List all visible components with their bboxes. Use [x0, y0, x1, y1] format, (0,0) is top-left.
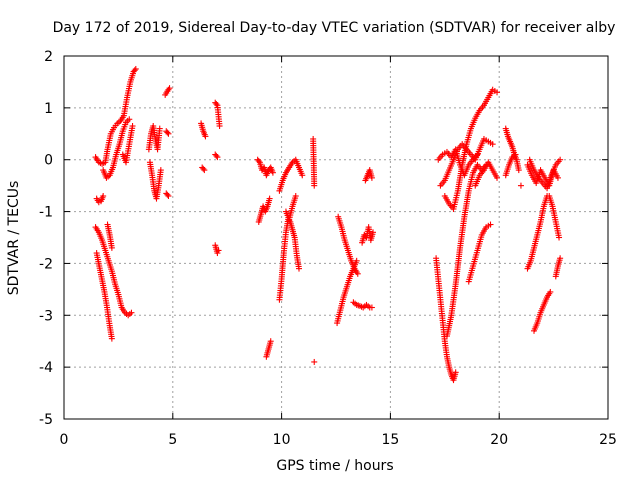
data-point — [452, 369, 459, 376]
data-point — [214, 154, 221, 161]
data-point — [489, 141, 496, 148]
data-point — [354, 270, 361, 277]
x-tick-label: 25 — [599, 432, 617, 448]
data-point — [157, 167, 164, 174]
data-points — [92, 65, 564, 384]
data-point — [554, 174, 561, 181]
data-point — [557, 156, 564, 163]
data-point — [165, 130, 172, 137]
data-point — [494, 89, 501, 96]
data-point — [266, 195, 273, 202]
plot-frame — [63, 55, 609, 420]
data-point — [515, 167, 522, 174]
data-point — [267, 338, 274, 345]
data-point — [165, 193, 172, 200]
data-point — [132, 65, 139, 72]
y-tick-label: 2 — [44, 49, 53, 65]
data-point — [269, 169, 276, 176]
data-point — [353, 257, 360, 264]
x-tick-label: 5 — [168, 432, 177, 448]
data-point — [128, 309, 135, 316]
data-point — [202, 133, 209, 140]
y-tick-label: 1 — [44, 101, 53, 117]
data-point — [214, 250, 221, 257]
data-point — [200, 165, 207, 172]
x-tick-label: 10 — [273, 432, 291, 448]
x-tick-label: 0 — [60, 432, 69, 448]
data-point — [201, 167, 208, 174]
x-axis-label: GPS time / hours — [276, 458, 393, 474]
data-point — [129, 123, 136, 130]
data-point — [215, 247, 222, 254]
data-point — [216, 123, 223, 130]
data-point — [557, 255, 564, 262]
data-point — [311, 358, 318, 365]
data-point — [255, 158, 262, 165]
y-tick-label: -1 — [39, 205, 53, 221]
data-point — [556, 234, 563, 241]
data-point — [108, 335, 115, 342]
data-point — [126, 116, 133, 123]
data-point — [100, 193, 107, 200]
data-point — [369, 229, 376, 236]
data-point — [164, 191, 171, 198]
data-point — [213, 100, 220, 107]
y-axis-label: SDTVAR / TECUs — [6, 181, 22, 296]
grid — [64, 56, 608, 419]
data-point — [292, 193, 299, 200]
data-point — [368, 174, 375, 181]
y-tick-label: -4 — [39, 360, 53, 376]
data-point — [512, 151, 519, 158]
data-point — [108, 244, 115, 251]
data-point — [517, 182, 524, 189]
y-tick-label: -3 — [39, 308, 53, 324]
y-tick-label: 0 — [44, 153, 53, 169]
data-point — [547, 288, 554, 295]
x-tick-label: 15 — [381, 432, 399, 448]
data-point — [299, 172, 306, 179]
data-point — [164, 129, 171, 136]
data-point — [213, 152, 220, 159]
chart-title: Day 172 of 2019, Sidereal Day-to-day VTE… — [53, 20, 616, 36]
x-tick-label: 20 — [490, 432, 508, 448]
data-point — [166, 85, 173, 92]
y-tick-label: -2 — [39, 256, 53, 272]
data-point — [296, 265, 303, 272]
data-point — [156, 125, 163, 132]
data-point — [494, 174, 501, 181]
data-point — [487, 221, 494, 228]
y-tick-label: -5 — [39, 412, 53, 428]
data-point — [131, 67, 138, 74]
data-point — [368, 304, 375, 311]
data-point — [311, 182, 318, 189]
